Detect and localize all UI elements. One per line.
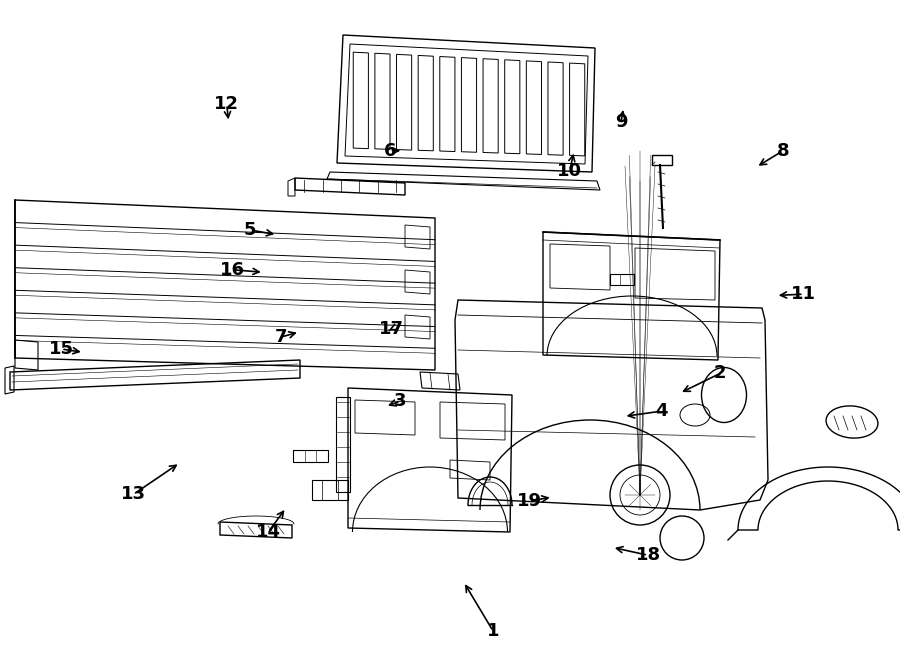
Text: 15: 15 — [49, 340, 74, 358]
Text: 6: 6 — [383, 141, 396, 160]
Text: 8: 8 — [777, 141, 789, 160]
Text: 14: 14 — [256, 523, 281, 541]
Text: 5: 5 — [244, 221, 256, 239]
Text: 10: 10 — [557, 161, 582, 180]
Text: 3: 3 — [394, 392, 407, 410]
Text: 7: 7 — [274, 328, 287, 346]
Text: 1: 1 — [487, 622, 500, 641]
Text: 18: 18 — [635, 546, 661, 564]
Text: 19: 19 — [517, 492, 542, 510]
Text: 9: 9 — [615, 113, 627, 132]
Text: 2: 2 — [714, 364, 726, 383]
Text: 13: 13 — [121, 485, 146, 504]
Text: 4: 4 — [655, 402, 668, 420]
Text: 17: 17 — [379, 320, 404, 338]
Text: 16: 16 — [220, 260, 245, 279]
Text: 11: 11 — [791, 285, 816, 303]
Text: 12: 12 — [214, 95, 239, 114]
